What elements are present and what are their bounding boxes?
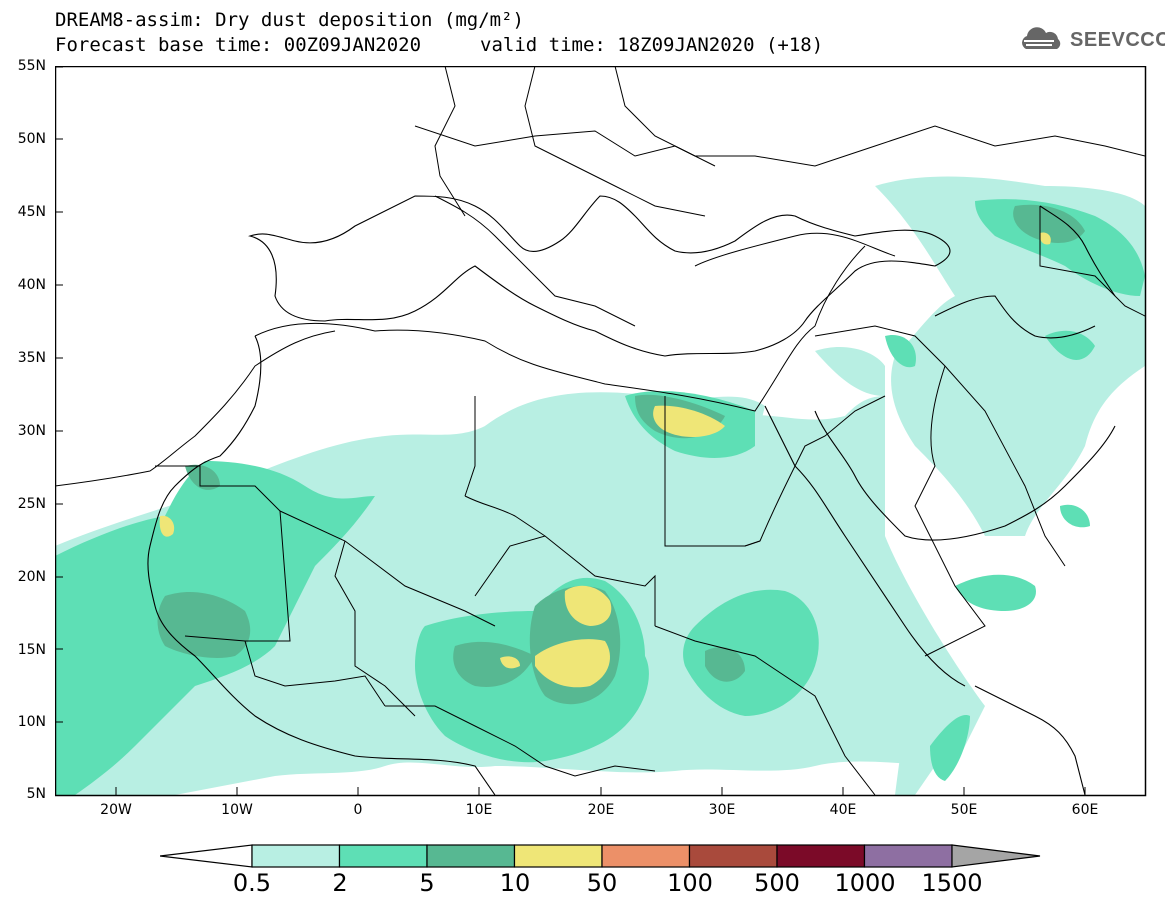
lat-label: 5N bbox=[26, 786, 46, 802]
colorbar-label: 10 bbox=[499, 869, 531, 897]
colorbar-box bbox=[688, 844, 778, 868]
lon-label: 20W bbox=[100, 802, 132, 818]
lat-label: 15N bbox=[17, 642, 46, 658]
lon-label: 20E bbox=[587, 802, 615, 818]
forecast-base-time: Forecast base time: 00Z09JAN2020 bbox=[55, 34, 422, 56]
map-title: DREAM8-assim: Dry dust deposition (mg/m²… bbox=[55, 9, 524, 31]
colorbar-label: 1000 bbox=[834, 869, 896, 897]
logo-text: SEEVCCC bbox=[1070, 28, 1165, 51]
lon-label: 10W bbox=[221, 802, 253, 818]
colorbar-label: 5 bbox=[419, 869, 435, 897]
colorbar-box bbox=[426, 844, 516, 868]
colorbar-below-arrow bbox=[160, 844, 253, 868]
dust-deposition-map bbox=[55, 66, 1147, 797]
colorbar-boxes bbox=[251, 844, 953, 868]
seevccc-logo: SEEVCCC bbox=[1018, 27, 1165, 53]
colorbar-label: 1500 bbox=[921, 869, 983, 897]
colorbar-label: 100 bbox=[667, 869, 713, 897]
colorbar-label: 500 bbox=[754, 869, 800, 897]
country-borders bbox=[55, 66, 1145, 795]
valid-time: valid time: 18Z09JAN2020 (+18) bbox=[480, 34, 824, 56]
lon-label: 60E bbox=[1071, 802, 1099, 818]
lon-label: 40E bbox=[829, 802, 857, 818]
lat-label: 55N bbox=[17, 58, 46, 74]
lon-label: 0 bbox=[353, 802, 363, 818]
colorbar-label: 2 bbox=[332, 869, 348, 897]
axis-ticks bbox=[55, 66, 1086, 795]
colorbar-label: 50 bbox=[586, 869, 618, 897]
lon-label: 50E bbox=[950, 802, 978, 818]
lat-label: 50N bbox=[17, 131, 46, 147]
colorbar-above-arrow bbox=[951, 844, 1041, 868]
colorbar-box bbox=[863, 844, 953, 868]
lon-label: 10E bbox=[465, 802, 493, 818]
lat-label: 40N bbox=[17, 277, 46, 293]
lat-label: 30N bbox=[17, 423, 46, 439]
colorbar-box bbox=[776, 844, 866, 868]
contour-level-10 bbox=[159, 232, 1051, 688]
lat-label: 35N bbox=[17, 350, 46, 366]
lat-label: 45N bbox=[17, 204, 46, 220]
colorbar-box bbox=[513, 844, 603, 868]
cloud-icon bbox=[1022, 27, 1061, 49]
colorbar-box bbox=[338, 844, 428, 868]
lon-label: 30E bbox=[708, 802, 736, 818]
lat-label: 20N bbox=[17, 569, 46, 585]
colorbar-label: 0.5 bbox=[232, 869, 272, 897]
lat-label: 25N bbox=[17, 496, 46, 512]
coastlines bbox=[147, 195, 1116, 795]
colorbar-box bbox=[601, 844, 691, 868]
colorbar bbox=[160, 844, 1041, 868]
lat-label: 10N bbox=[17, 714, 46, 730]
colorbar-box bbox=[251, 844, 341, 868]
